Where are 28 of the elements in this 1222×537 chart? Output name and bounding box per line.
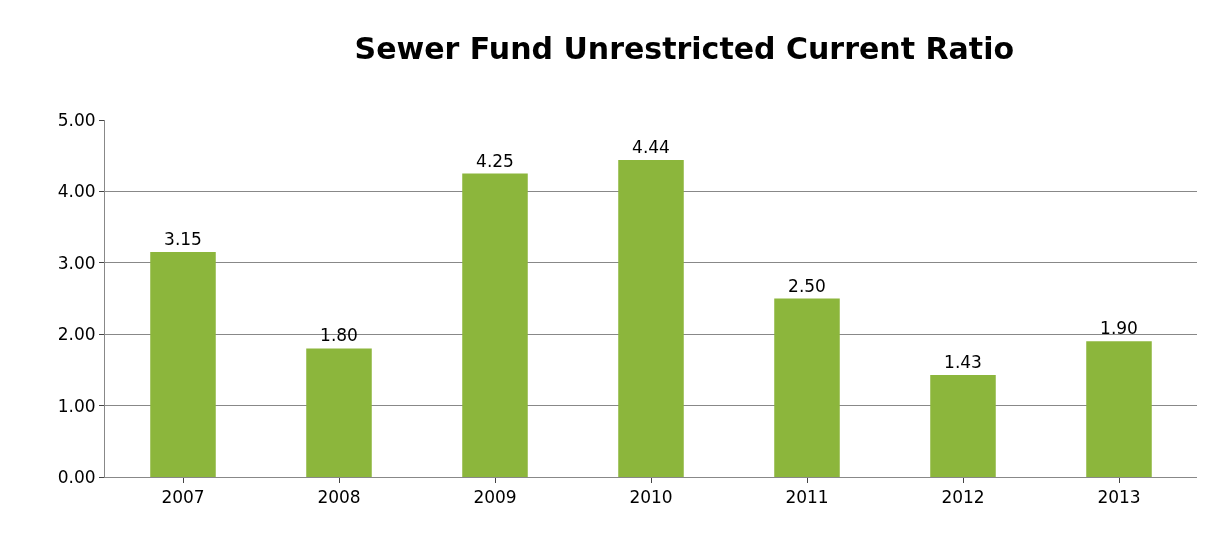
data-label: 1.43	[944, 351, 982, 372]
y-tick-label: 4.00	[57, 181, 96, 202]
y-tick-label: 3.00	[57, 252, 96, 273]
chart-title: Sewer Fund Unrestricted Current Ratio	[354, 30, 1015, 66]
y-tick-label: 2.00	[57, 324, 96, 345]
data-label: 4.44	[632, 136, 670, 157]
bar	[1086, 341, 1152, 477]
x-tick-label: 2010	[629, 487, 673, 508]
x-tick-label: 2007	[161, 487, 205, 508]
bar	[150, 252, 216, 477]
data-label: 4.25	[476, 150, 514, 171]
x-tick-label: 2011	[785, 487, 829, 508]
data-label: 1.90	[1100, 318, 1138, 339]
x-tick-label: 2012	[941, 487, 985, 508]
x-tick-label: 2009	[473, 487, 517, 508]
x-tick-label: 2008	[317, 487, 361, 508]
bar	[306, 348, 372, 477]
bar	[618, 159, 684, 477]
y-tick-label: 0.00	[57, 466, 96, 487]
bar	[774, 298, 840, 477]
bar	[462, 173, 528, 477]
y-tick-label: 1.00	[57, 395, 96, 416]
bar	[930, 374, 996, 477]
y-tick-label: 5.00	[57, 109, 96, 130]
data-label: 2.50	[788, 275, 826, 296]
data-label: 3.15	[164, 229, 202, 250]
data-label: 1.80	[320, 325, 358, 346]
x-tick-label: 2013	[1097, 487, 1141, 508]
